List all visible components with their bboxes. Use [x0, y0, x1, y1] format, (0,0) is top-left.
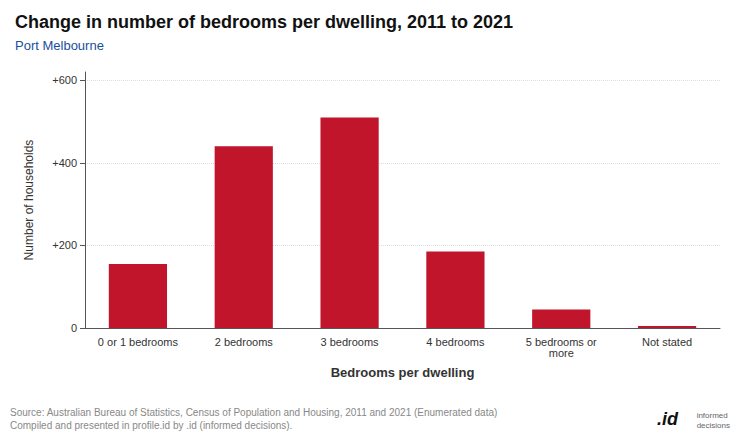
svg-text:+400: +400: [52, 157, 77, 169]
svg-text:0 or 1 bedrooms: 0 or 1 bedrooms: [98, 336, 179, 348]
svg-text:Change in number of bedrooms p: Change in number of bedrooms per dwellin…: [15, 12, 513, 32]
svg-text:0: 0: [71, 322, 77, 334]
svg-text:Bedrooms per dwelling: Bedrooms per dwelling: [331, 365, 475, 380]
svg-text:+600: +600: [52, 74, 77, 86]
svg-text:4 bedrooms: 4 bedrooms: [426, 336, 485, 348]
svg-text:Number of households: Number of households: [22, 140, 36, 261]
svg-text:Port Melbourne: Port Melbourne: [15, 38, 104, 53]
svg-text:decisions: decisions: [697, 421, 730, 430]
svg-text:.id: .id: [657, 409, 679, 429]
svg-text:3 bedrooms: 3 bedrooms: [321, 336, 380, 348]
svg-text:2 bedrooms: 2 bedrooms: [215, 336, 274, 348]
svg-text:Source: Australian Bureau of S: Source: Australian Bureau of Statistics,…: [10, 407, 497, 418]
svg-text:more: more: [549, 347, 574, 359]
svg-text:+200: +200: [52, 239, 77, 251]
svg-text:informed: informed: [697, 411, 728, 420]
svg-text:Not stated: Not stated: [642, 336, 692, 348]
svg-text:Compiled and presented in prof: Compiled and presented in profile.id by …: [10, 420, 292, 431]
svg-text:5 bedrooms or: 5 bedrooms or: [525, 335, 597, 348]
